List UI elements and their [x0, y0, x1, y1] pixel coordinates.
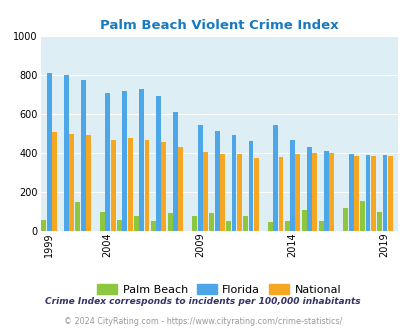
- Bar: [311, 153, 317, 231]
- Bar: [273, 125, 277, 231]
- Bar: [248, 142, 253, 231]
- Bar: [161, 143, 166, 231]
- Bar: [370, 156, 375, 231]
- Bar: [167, 214, 172, 231]
- Bar: [173, 112, 177, 231]
- Bar: [86, 135, 91, 231]
- Bar: [231, 135, 236, 231]
- Bar: [290, 141, 294, 231]
- Bar: [267, 222, 272, 231]
- Bar: [364, 155, 370, 231]
- Bar: [318, 221, 323, 231]
- Bar: [178, 147, 183, 231]
- Bar: [278, 157, 283, 231]
- Bar: [243, 216, 247, 231]
- Bar: [156, 96, 161, 231]
- Bar: [359, 201, 364, 231]
- Bar: [127, 138, 132, 231]
- Bar: [382, 155, 386, 231]
- Bar: [192, 216, 197, 231]
- Bar: [81, 80, 85, 231]
- Bar: [202, 152, 207, 231]
- Bar: [111, 141, 115, 231]
- Bar: [105, 93, 110, 231]
- Bar: [75, 202, 80, 231]
- Bar: [214, 131, 219, 231]
- Bar: [284, 221, 289, 231]
- Bar: [343, 208, 347, 231]
- Bar: [348, 154, 353, 231]
- Bar: [69, 134, 74, 231]
- Bar: [150, 221, 155, 231]
- Bar: [139, 89, 144, 231]
- Bar: [209, 214, 214, 231]
- Bar: [328, 153, 333, 231]
- Bar: [52, 132, 57, 231]
- Bar: [122, 91, 127, 231]
- Bar: [301, 210, 306, 231]
- Bar: [323, 151, 328, 231]
- Bar: [295, 154, 300, 231]
- Bar: [376, 212, 381, 231]
- Text: Crime Index corresponds to incidents per 100,000 inhabitants: Crime Index corresponds to incidents per…: [45, 297, 360, 307]
- Bar: [253, 158, 258, 231]
- Bar: [353, 156, 358, 231]
- Bar: [64, 75, 68, 231]
- Title: Palm Beach Violent Crime Index: Palm Beach Violent Crime Index: [100, 19, 338, 32]
- Bar: [387, 156, 392, 231]
- Bar: [237, 154, 241, 231]
- Bar: [220, 154, 224, 231]
- Bar: [306, 147, 311, 231]
- Bar: [41, 220, 46, 231]
- Text: © 2024 CityRating.com - https://www.cityrating.com/crime-statistics/: © 2024 CityRating.com - https://www.city…: [64, 317, 341, 326]
- Bar: [226, 221, 230, 231]
- Bar: [47, 73, 51, 231]
- Legend: Palm Beach, Florida, National: Palm Beach, Florida, National: [92, 280, 345, 299]
- Bar: [197, 125, 202, 231]
- Bar: [144, 141, 149, 231]
- Bar: [134, 216, 139, 231]
- Bar: [100, 212, 104, 231]
- Bar: [117, 220, 121, 231]
